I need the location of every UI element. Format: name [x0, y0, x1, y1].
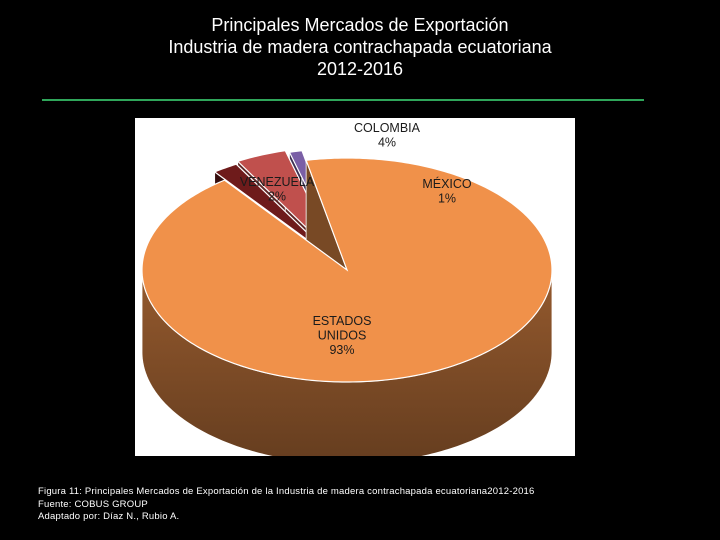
data-label-estados-unidos: UNIDOS [318, 329, 367, 343]
slide-title: Principales Mercados de Exportación Indu… [0, 14, 720, 80]
caption-adapted: Adaptado por: Díaz N., Rubio A. [38, 511, 180, 522]
caption-source: Fuente: COBUS GROUP [38, 498, 148, 510]
data-label-venezuela: VENEZUELA [240, 175, 315, 189]
pie-chart-panel: ESTADOS UNIDOS 93% VENEZUELA 2% COLOMBIA 4% MÉX… [135, 118, 575, 456]
data-label-venezuela-value: 2% [268, 190, 286, 204]
pie-slice-estados-unidos [141, 157, 553, 456]
title-line-2: Industria de madera contrachapada ecuato… [168, 37, 552, 57]
data-label-m-xico: MÉXICO [422, 176, 472, 191]
title-line-3: 2012-2016 [316, 59, 404, 79]
caption-figure: Figura 11: Principales Mercados de Expor… [38, 486, 535, 497]
data-label-estados-unidos: ESTADOS [313, 314, 372, 328]
figure-caption: Figura 11: Principales Mercados de Expor… [38, 486, 535, 524]
data-label-estados-unidos-value: 93% [329, 343, 354, 357]
data-label-colombia-value: 4% [378, 136, 396, 150]
title-divider [42, 99, 644, 101]
pie-slice-top [141, 157, 553, 383]
data-label-colombia: COLOMBIA [354, 121, 421, 135]
data-label-m-xico-value: 1% [438, 192, 456, 206]
title-line-1: Principales Mercados de Exportación [211, 15, 509, 35]
